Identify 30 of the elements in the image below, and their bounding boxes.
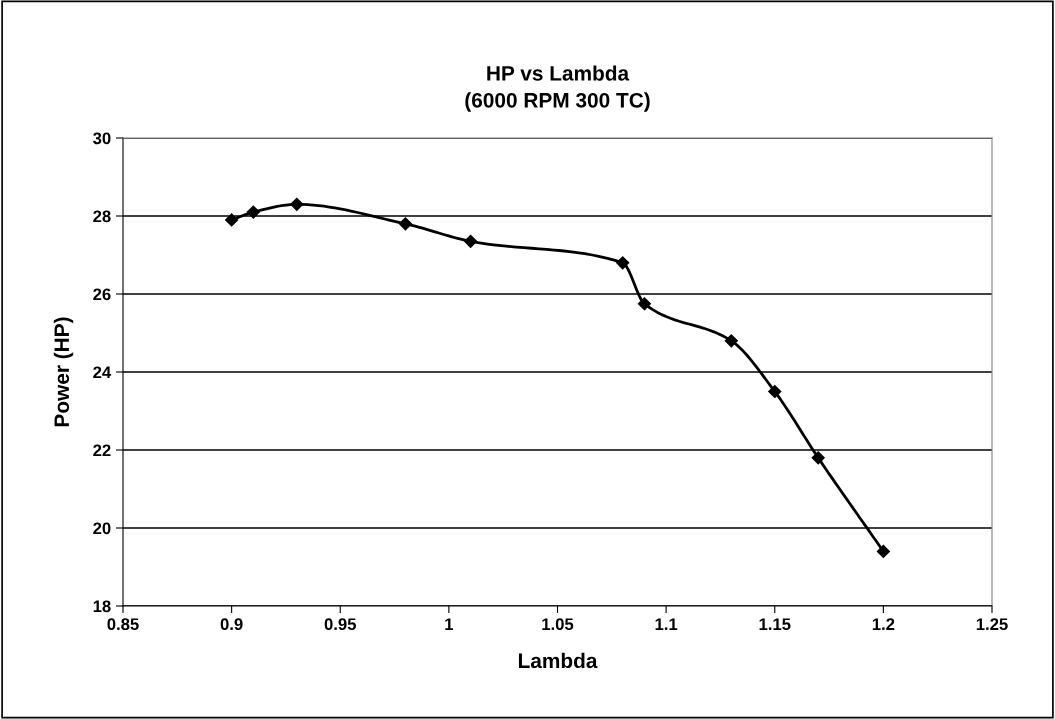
- y-tick-label: 26: [93, 288, 111, 301]
- y-tick-label: 24: [93, 366, 112, 379]
- x-tick-label: 0.95: [324, 618, 357, 631]
- point: [290, 197, 304, 211]
- point: [225, 213, 239, 227]
- x-tick-label: 1.1: [655, 618, 678, 630]
- point: [464, 234, 478, 248]
- point: [398, 217, 413, 231]
- x-tick-label: 1.2: [872, 618, 895, 630]
- x-tick-label: 1: [445, 618, 454, 630]
- y-tick-label: 18: [93, 600, 111, 613]
- x-tick-label: 0.9: [220, 618, 243, 631]
- x-tick-label: 1.25: [976, 618, 1008, 631]
- y-tick-label: 22: [93, 444, 111, 457]
- y-tick-label: 28: [93, 210, 111, 223]
- point: [876, 544, 890, 558]
- point: [811, 451, 825, 465]
- point: [637, 297, 651, 311]
- point: [616, 256, 630, 270]
- point: [768, 384, 782, 399]
- y-tick-label: 30: [93, 132, 111, 145]
- chart-title: HP vs Lambda (6000 RPM 300 TC): [465, 65, 650, 112]
- y-axis-title: Power (HP): [53, 317, 74, 427]
- x-tick-label: 1.15: [759, 618, 791, 631]
- x-axis-title: Lambda: [518, 652, 598, 669]
- y-tick-label: 20: [93, 522, 111, 535]
- x-tick-label: 0.85: [107, 618, 139, 631]
- point: [246, 205, 260, 219]
- x-tick-label: 1.05: [542, 618, 574, 631]
- point: [724, 334, 738, 348]
